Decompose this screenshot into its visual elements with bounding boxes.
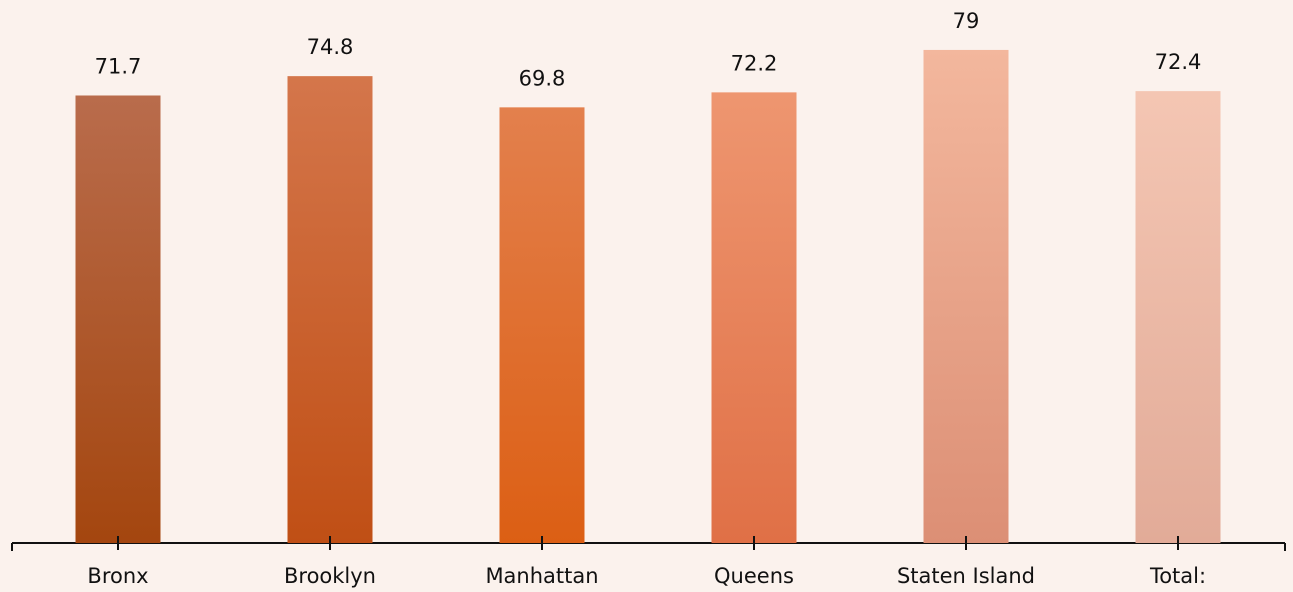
x-tick-label: Staten Island [897,564,1035,588]
bar [923,49,1009,544]
value-label: 79 [953,9,980,33]
value-label: 74.8 [307,35,354,59]
value-label: 72.2 [731,51,778,75]
x-tick-label: Total: [1149,564,1206,588]
x-tick-label: Brooklyn [284,564,376,588]
x-tick-label: Queens [714,564,794,588]
value-label: 72.4 [1155,50,1202,74]
bar [499,107,585,544]
value-label: 71.7 [95,54,142,78]
bar [287,76,373,543]
bar [711,92,797,544]
x-tick-label: Bronx [87,564,148,588]
value-label: 69.8 [519,66,566,90]
bar [75,95,161,543]
x-tick-label: Manhattan [485,564,598,588]
bar [1135,91,1221,543]
